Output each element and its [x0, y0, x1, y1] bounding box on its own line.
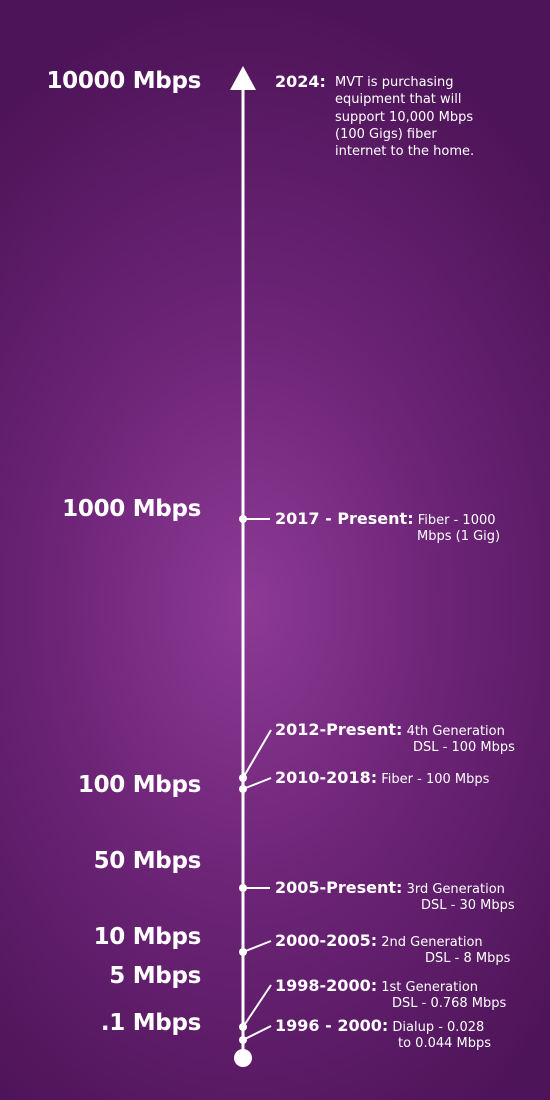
event-description-line: support 10,000 Mbps	[335, 109, 474, 125]
event-description: 2nd Generation	[381, 935, 483, 950]
event-description: 3rd Generation	[406, 882, 505, 897]
event-description: MVT is purchasing equipment that will su…	[335, 74, 474, 160]
event-year: 1998-2000:	[275, 976, 378, 995]
event-year: 2024:	[275, 72, 326, 91]
speed-label-10000: 10000 Mbps	[46, 68, 201, 94]
event-description-line: internet to the home.	[335, 144, 475, 160]
speed-label-50: 50 Mbps	[93, 848, 202, 874]
connector-1998	[242, 984, 272, 1028]
event-year: 2005-Present:	[275, 878, 403, 897]
speed-label-1000: 1000 Mbps	[62, 496, 201, 522]
speed-label-5: 5 Mbps	[109, 963, 201, 989]
event-description-line: equipment that will	[335, 92, 462, 108]
event-description-cont: DSL - 0.768 Mbps	[392, 995, 507, 1011]
event-description: 4th Generation	[406, 724, 505, 739]
event-2017: 2017 - Present: Fiber - 1000 Mbps (1 Gig…	[275, 509, 500, 545]
connector-2012	[242, 729, 272, 779]
event-description-cont: DSL - 8 Mbps	[425, 950, 511, 966]
event-description: Fiber - 1000	[417, 513, 496, 528]
event-description-line: MVT is purchasing	[335, 75, 454, 90]
speed-label-10: 10 Mbps	[93, 924, 202, 950]
event-1998: 1998-2000: 1st Generation DSL - 0.768 Mb…	[275, 976, 506, 1012]
event-description-cont: Mbps (1 Gig)	[417, 528, 501, 544]
event-description: Dialup - 0.028	[392, 1020, 485, 1035]
event-2024: 2024: MVT is purchasing equipment that w…	[275, 72, 474, 159]
event-year: 2000-2005:	[275, 931, 378, 950]
event-1996: 1996 - 2000: Dialup - 0.028 to 0.044 Mbp…	[275, 1016, 491, 1052]
speed-label-0-1: .1 Mbps	[100, 1010, 201, 1036]
event-2010: 2010-2018: Fiber - 100 Mbps	[275, 768, 489, 788]
event-year: 1996 - 2000:	[275, 1016, 389, 1035]
connector-2000	[242, 940, 272, 953]
event-description-cont: DSL - 30 Mbps	[421, 897, 515, 913]
event-description-line: (100 Gigs) fiber	[335, 126, 437, 142]
timeline-origin-dot	[234, 1049, 252, 1067]
event-year: 2017 - Present:	[275, 509, 414, 528]
arrow-head-icon	[230, 66, 256, 90]
event-description: Fiber - 100 Mbps	[381, 772, 490, 787]
event-2012: 2012-Present: 4th Generation DSL - 100 M…	[275, 720, 515, 756]
event-description: 1st Generation	[381, 980, 479, 995]
event-year: 2010-2018:	[275, 768, 378, 787]
event-2005: 2005-Present: 3rd Generation DSL - 30 Mb…	[275, 878, 515, 914]
connector-1996	[242, 1025, 272, 1041]
event-description-cont: DSL - 100 Mbps	[413, 739, 515, 755]
event-year: 2012-Present:	[275, 720, 403, 739]
event-description-cont: to 0.044 Mbps	[398, 1035, 492, 1051]
connector-2010	[242, 777, 272, 790]
event-2000: 2000-2005: 2nd Generation DSL - 8 Mbps	[275, 931, 510, 967]
speed-label-100: 100 Mbps	[77, 772, 201, 798]
